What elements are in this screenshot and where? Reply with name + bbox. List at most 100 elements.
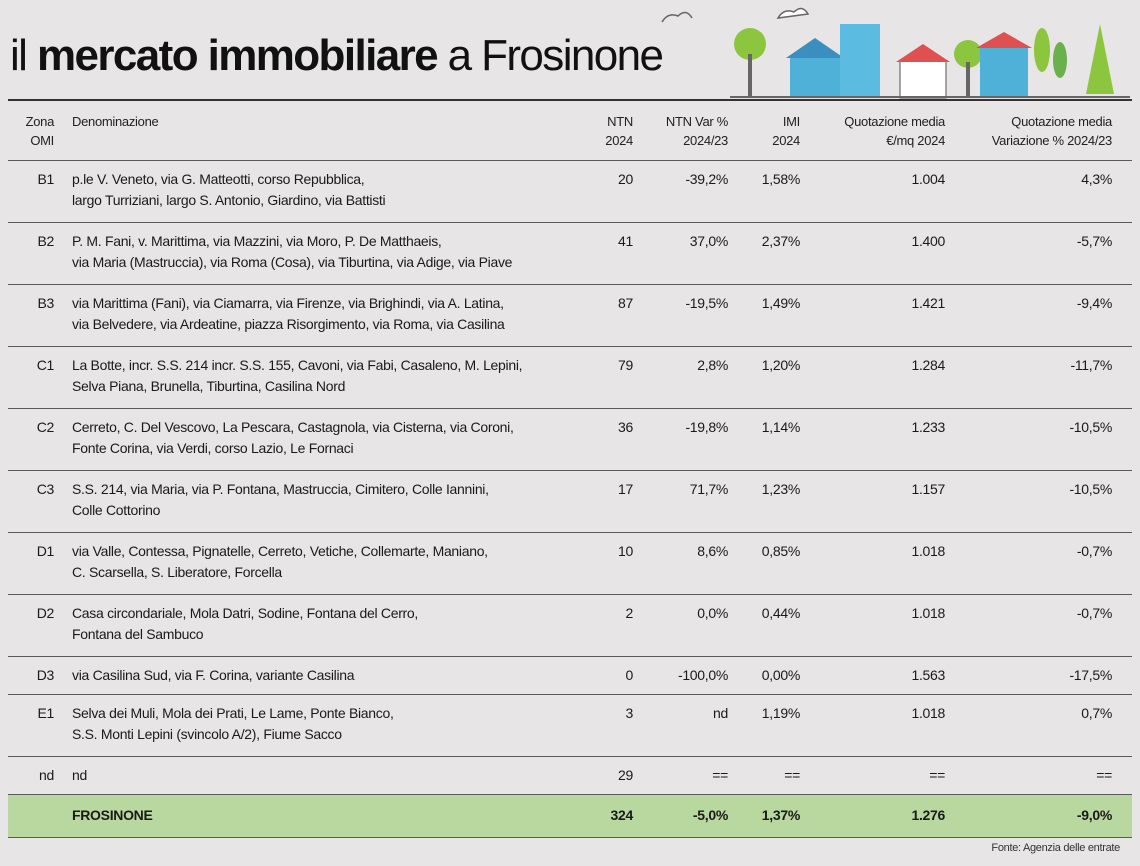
zone-name: S.S. Monti Lepini (svincolo A/2), Fiume … [72,726,342,742]
cell-value: 0,85% [761,543,801,559]
zone-name: via Marittima (Fani), via Ciamarra, via … [72,295,504,311]
zone-code: C3 [36,481,55,497]
cell-value: -39,2% [685,171,728,187]
column-header: IMI [782,114,800,129]
rule [8,346,1132,347]
zone-code: D2 [36,605,55,621]
zone-name: Selva Piana, Brunella, Tiburtina, Casili… [72,378,346,394]
rule [8,222,1132,223]
cell-value: 0,44% [761,605,801,621]
cell-value: 1.233 [911,419,945,435]
total-value: -9,0% [1076,807,1112,823]
cell-value: == [1096,767,1112,783]
total-value: FROSINONE [72,807,153,823]
cell-value: 1.018 [911,705,945,721]
zone-name: Fontana del Sambuco [72,626,204,642]
cell-value: 1,58% [761,171,801,187]
cell-value: 1.421 [911,295,945,311]
illustration [661,7,1130,99]
cell-value: 1.563 [911,667,945,683]
cell-value: 41 [618,233,633,249]
cell-value: -0,7% [1076,543,1112,559]
cell-value: 1,20% [761,357,801,373]
rule [8,470,1132,471]
rule [8,694,1132,695]
column-header: 2024 [772,133,800,148]
cell-value: 1.157 [911,481,945,497]
column-header: NTN [607,114,633,129]
zone-code: C2 [36,419,55,435]
title-part: a Frosinone [447,31,664,80]
cell-value: 4,3% [1081,171,1112,187]
cell-value: 37,0% [689,233,729,249]
cell-value: 17 [618,481,633,497]
total-value: 1,37% [761,807,801,823]
cell-value: 8,6% [697,543,728,559]
cell-value: 1,23% [761,481,801,497]
cell-value: 0,0% [697,605,728,621]
cell-value: -17,5% [1069,667,1112,683]
rule [8,99,1132,101]
cell-value: -19,8% [685,419,728,435]
zone-code: B1 [37,171,54,187]
cell-value: 1.400 [911,233,945,249]
total-row [8,795,1132,837]
column-header: €/mq 2024 [886,133,945,148]
rule [8,532,1132,533]
zone-name: via Maria (Mastruccia), via Roma (Cosa),… [72,254,513,270]
cell-value: -10,5% [1069,419,1112,435]
cell-value: -9,4% [1076,295,1112,311]
title-part: il [10,31,28,80]
cell-value: 1,14% [761,419,801,435]
total-value: 1.276 [911,807,945,823]
zone-name: via Casilina Sud, via F. Corina, variant… [72,667,355,683]
cell-value: -5,7% [1076,233,1112,249]
source: Fonte: Agenzia delle entrate [991,842,1120,854]
cell-value: 1.004 [911,171,945,187]
cell-value: 20 [618,171,633,187]
zone-code: B3 [37,295,54,311]
zone-name: p.le V. Veneto, via G. Matteotti, corso … [72,171,365,187]
cell-value: 2,8% [697,357,728,373]
zone-code: B2 [37,233,54,249]
column-header: Denominazione [72,114,159,129]
column-header: 2024/23 [683,133,728,148]
column-header: Zona [25,114,55,129]
rule [8,160,1132,161]
zone-name: via Belvedere, via Ardeatine, piazza Ris… [72,316,505,332]
zone-code: D3 [36,667,55,683]
column-header: NTN Var % [665,114,728,129]
zone-name: Selva dei Muli, Mola dei Prati, Le Lame,… [72,705,394,721]
cell-value: 2 [625,605,634,621]
zone-name: Cerreto, C. Del Vescovo, La Pescara, Cas… [72,419,514,435]
cell-value: 71,7% [689,481,729,497]
cell-value: -0,7% [1076,605,1112,621]
rule [8,656,1132,657]
cell-value: 29 [618,767,633,783]
rule [8,284,1132,285]
rule [8,794,1132,795]
cell-value: -100,0% [677,667,728,683]
zone-name: P. M. Fani, v. Marittima, via Mazzini, v… [72,233,442,249]
column-header: Quotazione media [844,114,945,129]
zone-name: Fonte Corina, via Verdi, corso Lazio, Le… [72,440,354,456]
cell-value: -11,7% [1070,357,1112,373]
rule [8,408,1132,409]
zone-name: C. Scarsella, S. Liberatore, Forcella [72,564,282,580]
title-part: mercato immobiliare [36,31,439,80]
cell-value: 36 [618,419,633,435]
cell-value: 0,00% [761,667,801,683]
cell-value: 3 [625,705,634,721]
cell-value: 0,7% [1081,705,1112,721]
cell-value: 87 [618,295,633,311]
cell-value: 79 [618,357,633,373]
cell-value: 1,49% [761,295,801,311]
zone-name: S.S. 214, via Maria, via P. Fontana, Mas… [72,481,489,497]
zone-name: via Valle, Contessa, Pignatelle, Cerreto… [72,543,488,559]
column-header: 2024 [605,133,633,148]
cell-value: nd [713,705,728,721]
cell-value: 1.018 [911,543,945,559]
cell-value: -19,5% [685,295,728,311]
